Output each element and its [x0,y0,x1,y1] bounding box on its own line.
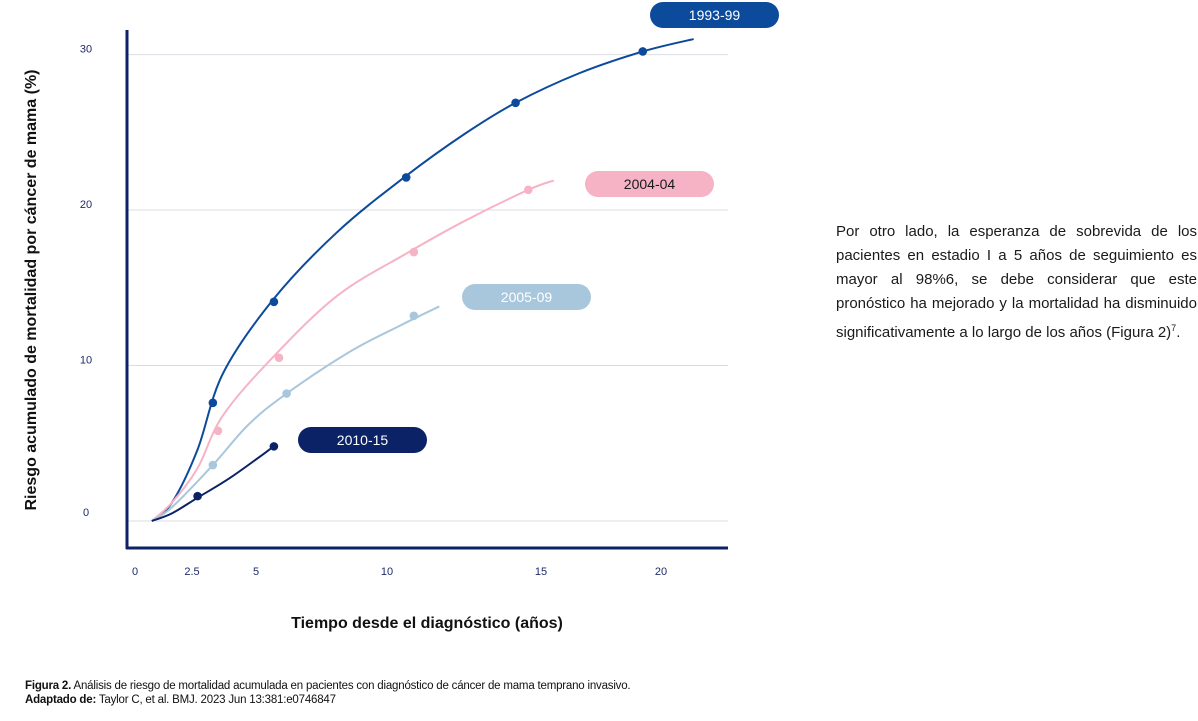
footnote-reference: 7 [1171,323,1177,333]
legend-pill-2005-09: 2005-09 [462,284,591,310]
x-tick-2.5: 2.5 [184,566,199,578]
series-line-2004-04 [151,179,555,522]
legend-pill-2010-15: 2010-15 [298,427,427,453]
tick-labels: 0 2.5 5 10 15 20 0 10 20 30 [80,44,667,578]
data-point-2004-04-3 [523,185,533,195]
data-point-1993-99-1 [269,297,279,307]
legend-pill-bg-2010-15 [298,427,427,453]
side-paragraph-body: Por otro lado, la esperanza de sobrevida… [836,223,1197,341]
caption-line-1: Figura 2. Análisis de riesgo de mortalid… [25,679,631,693]
series-1993-99 [151,38,694,522]
data-point-1993-99-3 [511,98,520,108]
axes [125,30,728,550]
caption-source-text: Taylor C, et al. BMJ. 2023 Jun 13:381:e0… [96,694,336,706]
y-tick-20: 20 [80,199,92,211]
y-tick-0: 0 [83,507,89,519]
chart: 0 2.5 5 10 15 20 0 10 20 30 1993-99 2004-04 2005-09… [23,2,779,632]
y-tick-30: 30 [80,44,92,56]
data-point-1993-99-4 [638,47,648,56]
caption-line-2: Adaptado de: Taylor C, et al. BMJ. 2023 … [25,693,630,707]
data-point-1993-99-2 [401,173,411,182]
legend-pill-bg-2005-09 [462,284,591,310]
legend-label-2005-09: 2005-09 [501,289,553,305]
data-point-2010-15-0 [193,491,202,501]
side-paragraph: Por otro lado, la esperanza de sobrevida… [836,220,1197,345]
series-lines [151,38,694,522]
caption-source-label: Adaptado de: [25,694,97,706]
data-point-2005-09-1 [282,389,291,398]
data-point-1993-99-0 [208,398,218,408]
legend-label-2004-04: 2004-04 [624,176,676,192]
data-point-2004-04-1 [274,353,284,363]
series-line-1993-99 [151,38,694,522]
data-point-2005-09-0 [208,460,218,470]
caption-figure-text: Análisis de riesgo de mortalidad acumula… [71,680,631,692]
figure-caption: Figura 2. Análisis de riesgo de mortalid… [25,679,631,707]
x-axis-title: Tiempo desde el diagnóstico (años) [291,615,563,632]
data-point-2005-09-2 [409,311,419,321]
legend-pill-2004-04: 2004-04 [585,171,714,197]
legend-pills: 1993-99 2004-04 2005-09 2010-15 [298,2,779,453]
caption-figure-label: Figura 2. [25,680,72,692]
data-point-2004-04-2 [409,247,419,257]
x-tick-15: 15 [535,566,547,578]
legend-pill-bg-1993-99 [650,2,779,28]
series-2004-04 [151,179,555,522]
side-paragraph-end: . [1176,324,1181,341]
gridlines [128,54,728,522]
series-line-2005-09 [151,305,440,522]
data-point-2010-15-1 [269,442,279,451]
y-tick-10: 10 [80,355,92,367]
series-2010-15 [151,442,279,522]
y-axis-title: Riesgo acumulado de mortalidad por cánce… [23,70,40,511]
legend-pill-bg-2004-04 [585,171,714,197]
legend-label-1993-99: 1993-99 [689,7,741,23]
x-tick-5: 5 [253,566,259,578]
series-2005-09 [151,305,440,522]
x-tick-10: 10 [381,566,393,578]
data-point-2004-04-0 [213,426,223,436]
legend-label-2010-15: 2010-15 [337,432,389,448]
legend-pill-1993-99: 1993-99 [650,2,779,28]
x-tick-0: 0 [132,566,138,578]
x-tick-20: 20 [655,566,667,578]
